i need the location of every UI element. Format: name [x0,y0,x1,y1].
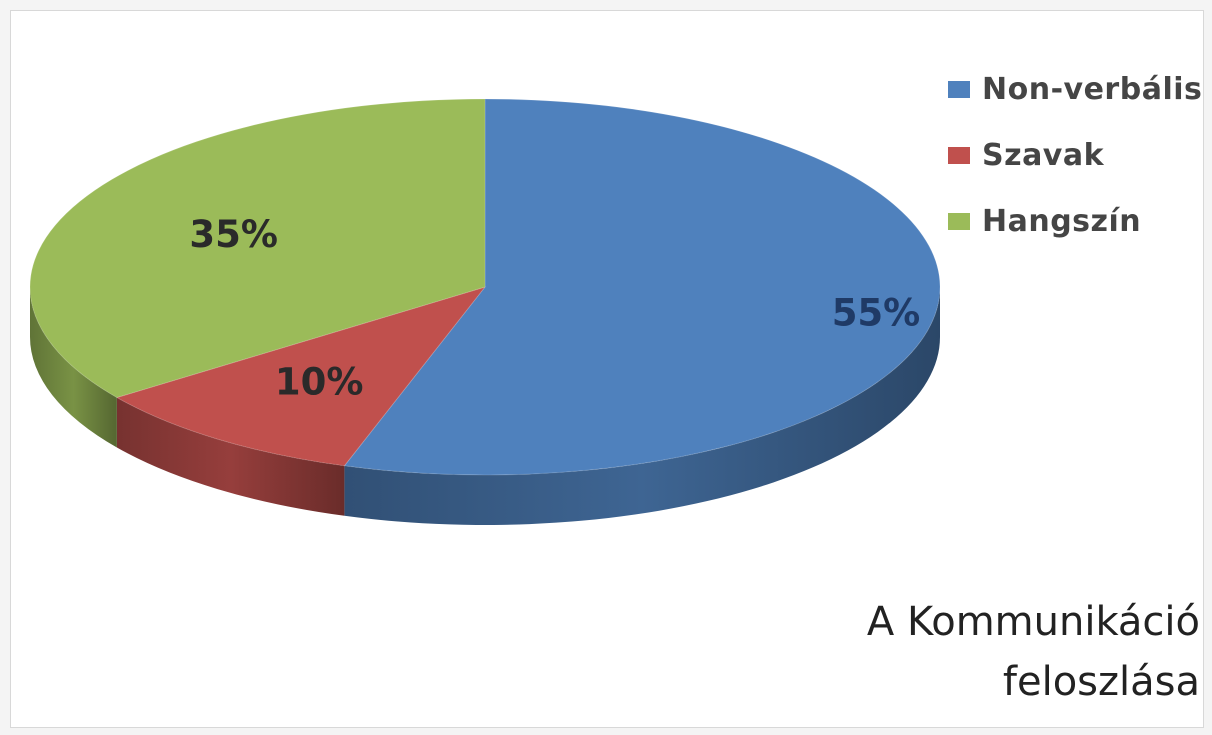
legend-item-hangszin: Hangszín [948,204,1202,239]
legend-swatch-hangszin [948,213,970,230]
data-label-szavak: 10% [275,360,364,403]
legend-item-szavak: Szavak [948,138,1202,173]
chart-legend: Non-verbális Szavak Hangszín [948,72,1202,274]
legend-label-non-verbalis: Non-verbális [982,72,1203,107]
pie-slice-hangszín [29,98,486,399]
legend-label-hangszin: Hangszín [982,204,1142,239]
pie-side-hangszín [30,287,117,448]
data-label-non-verbális: 55% [832,292,921,335]
pie-side-non-verbális [344,287,940,525]
pie-slice-non-verbális [343,98,941,476]
pie-slice-szavak [115,286,487,467]
legend-swatch-non-verbalis [948,81,970,98]
legend-swatch-szavak [948,147,970,164]
data-label-hangszín: 35% [189,213,278,256]
legend-item-non-verbalis: Non-verbális [948,72,1202,107]
pie-side-szavak [116,397,345,516]
chart-title: A Kommunikáció feloszlása [866,599,1200,705]
legend-label-szavak: Szavak [982,138,1105,173]
